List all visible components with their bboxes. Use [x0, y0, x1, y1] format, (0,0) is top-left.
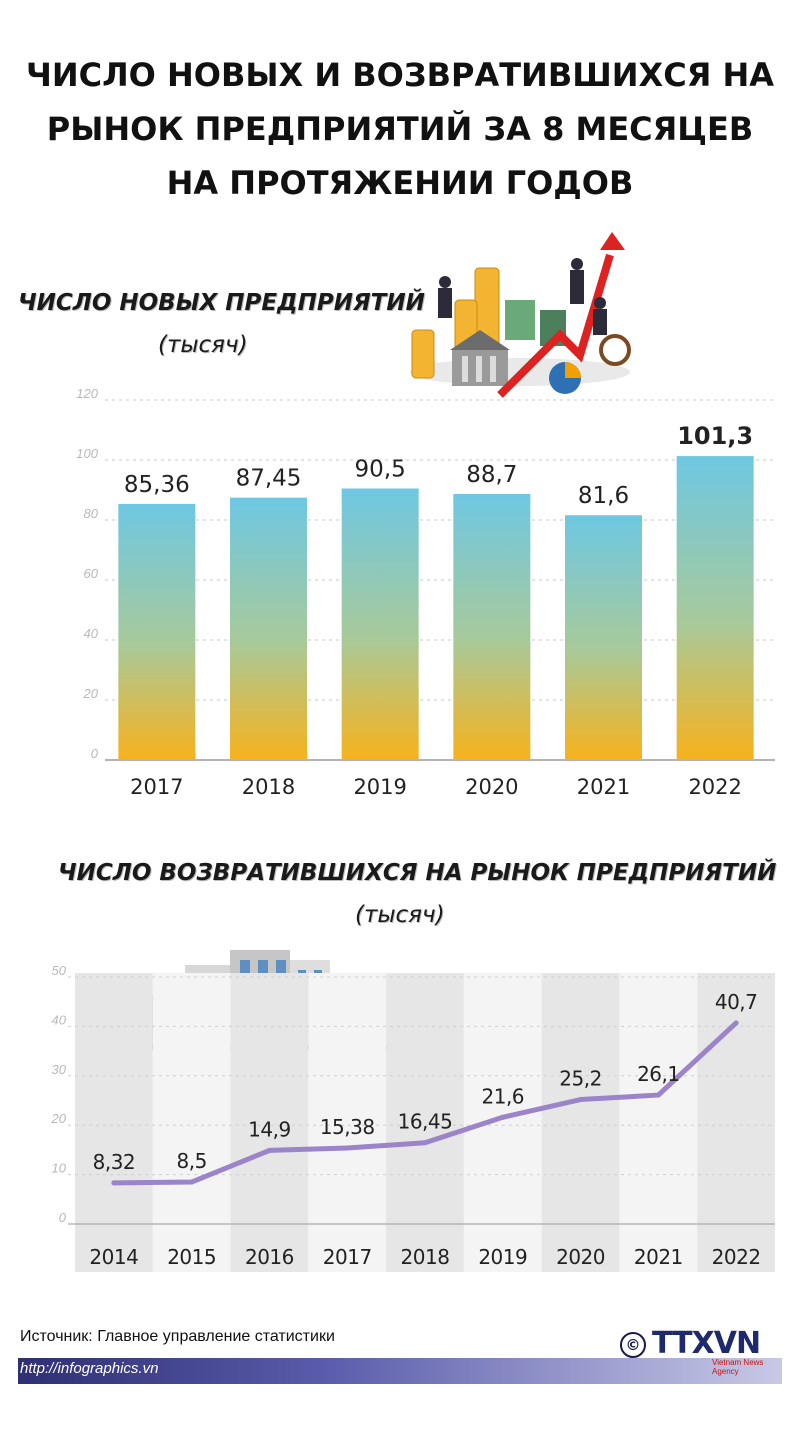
ttxvn-logo: © TTXVN Vietnam News Agency	[620, 1326, 770, 1376]
line-point	[189, 1179, 195, 1185]
copyright-icon: ©	[620, 1332, 646, 1358]
bar-y-tick-label: 80	[84, 506, 99, 521]
bar-x-tick-label: 2022	[688, 775, 741, 799]
line-x-tick-label: 2021	[634, 1245, 683, 1269]
line-x-tick-label: 2014	[89, 1245, 138, 1269]
bar-x-tick-label: 2017	[130, 775, 183, 799]
source-note: Источник: Главное управление статистики	[20, 1328, 335, 1345]
line-point	[266, 1147, 272, 1153]
line-value-label: 8,32	[93, 1150, 136, 1174]
line-chart-unit: (тысяч)	[355, 902, 445, 928]
bar-value-label: 90,5	[355, 457, 406, 483]
logo-subtitle: Vietnam News Agency	[712, 1358, 764, 1376]
line-y-tick-label: 20	[51, 1111, 67, 1126]
bar	[118, 503, 196, 760]
business-illustration	[410, 232, 631, 398]
logo-text: TTXVN	[652, 1326, 761, 1361]
line-value-label: 25,2	[559, 1067, 602, 1091]
line-x-tick-label: 2017	[323, 1245, 372, 1269]
bar-y-tick-label: 20	[83, 686, 99, 701]
bar-y-tick-label: 100	[76, 446, 98, 461]
line-point	[422, 1140, 428, 1146]
line-column-band	[541, 973, 620, 1272]
line-chart-title: ЧИСЛО ВОЗВРАТИВШИХСЯ НА РЫНОК ПРЕДПРИЯТИ…	[58, 860, 777, 886]
line-column-band	[386, 973, 464, 1272]
bar-value-label: 85,36	[124, 472, 190, 498]
line-x-tick-label: 2015	[167, 1245, 216, 1269]
line-value-label: 16,45	[398, 1110, 453, 1134]
line-x-tick-label: 2018	[401, 1245, 450, 1269]
main-title-line-3: НА ПРОТЯЖЕНИИ ГОДОВ	[166, 164, 634, 202]
bar-y-tick-label: 0	[91, 746, 99, 761]
bar-chart-unit: (тысяч)	[158, 332, 248, 358]
bar-value-label: 81,6	[578, 483, 629, 509]
line-x-tick-label: 2019	[478, 1245, 527, 1269]
bar	[565, 515, 642, 760]
bar-value-label: 87,45	[236, 466, 302, 492]
line-column-band	[697, 973, 775, 1272]
bar-x-tick-label: 2018	[242, 775, 295, 799]
line-value-label: 40,7	[715, 990, 758, 1014]
line-column-band	[619, 973, 698, 1272]
line-x-tick-label: 2020	[556, 1245, 605, 1269]
bar-x-tick-label: 2019	[353, 775, 406, 799]
line-point	[655, 1092, 661, 1098]
main-title-line-1: ЧИСЛО НОВЫХ И ВОЗВРАТИВШИХСЯ НА	[25, 56, 775, 94]
footer-url-link[interactable]: http://infographics.vn	[20, 1360, 159, 1377]
line-y-tick-label: 0	[59, 1210, 67, 1225]
bar	[341, 488, 419, 760]
line-column-band	[463, 973, 542, 1272]
footer-bar	[18, 1358, 782, 1384]
line-point	[733, 1020, 739, 1026]
bar	[676, 456, 754, 760]
bar-y-tick-label: 60	[84, 566, 99, 581]
bar-chart: 0 20 40 60 80 100 120 85,36 2017 87,45 2018 90,5 201…	[76, 386, 775, 799]
line-x-tick-label: 2016	[245, 1245, 294, 1269]
line-point	[500, 1114, 506, 1120]
line-y-tick-label: 40	[52, 1012, 67, 1027]
line-point	[111, 1180, 117, 1186]
line-x-tick-label: 2022	[712, 1245, 761, 1269]
line-point	[578, 1097, 584, 1103]
bar-value-label: 101,3	[677, 422, 753, 450]
bar-value-label: 88,7	[466, 462, 517, 488]
bar-y-tick-label: 120	[76, 386, 98, 401]
bar	[453, 493, 531, 760]
bar-x-tick-label: 2020	[465, 775, 518, 799]
bar-y-tick-label: 40	[84, 626, 99, 641]
line-value-label: 14,9	[248, 1117, 291, 1141]
line-column-band	[230, 973, 309, 1272]
line-point	[344, 1145, 350, 1151]
bar-x-tick-label: 2021	[577, 775, 630, 799]
bar	[230, 497, 307, 760]
line-column-band	[152, 973, 231, 1272]
main-title-line-2: РЫНОК ПРЕДПРИЯТИЙ ЗА 8 МЕСЯЦЕВ	[46, 110, 754, 148]
line-column-band	[308, 973, 387, 1272]
line-value-label: 21,6	[482, 1084, 525, 1108]
line-column-band	[75, 973, 153, 1272]
line-y-tick-label: 10	[52, 1161, 67, 1176]
bar-chart-title: ЧИСЛО НОВЫХ ПРЕДПРИЯТИЙ	[18, 290, 425, 316]
main-title: ЧИСЛО НОВЫХ И ВОЗВРАТИВШИХСЯ НА РЫНОК ПР…	[0, 48, 800, 210]
line-y-tick-label: 30	[52, 1062, 67, 1077]
line-value-label: 15,38	[320, 1115, 375, 1139]
line-value-label: 8,5	[177, 1149, 207, 1173]
line-y-tick-label: 50	[52, 963, 67, 978]
line-chart: 0 10 20 30 40 50 8,32 2014 8,5 2015 14,9 2016 15,38 2…	[51, 963, 775, 1272]
line-value-label: 26,1	[637, 1062, 680, 1086]
